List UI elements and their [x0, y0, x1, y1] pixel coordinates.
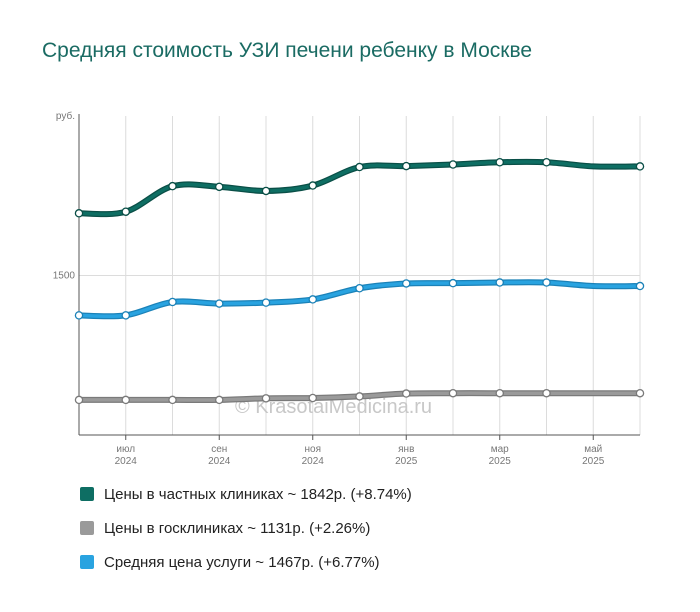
legend-swatch-average [80, 555, 94, 569]
data-point [542, 278, 551, 287]
data-point [448, 388, 458, 398]
legend-label-public: Цены в госклиниках ~ 1131р. (+2.26%) [104, 519, 371, 537]
axes: 1500руб.июл2024сен2024ноя2024янв2025мар2… [53, 110, 640, 467]
data-point [308, 295, 317, 304]
series-2 [74, 388, 645, 405]
data-point [495, 158, 504, 167]
x-tick-label: сен [211, 444, 227, 455]
x-tick-year: 2025 [489, 456, 512, 467]
data-point [261, 298, 271, 307]
legend: Цены в частных клиниках ~ 1842р. (+8.74%… [80, 484, 412, 586]
chart-title: Средняя стоимость УЗИ печени ребенку в М… [42, 39, 533, 62]
series-lines [74, 158, 645, 405]
legend-swatch-public [80, 521, 94, 535]
legend-label-average: Средняя цена услуги ~ 1467р. (+6.77%) [104, 553, 380, 571]
x-tick-year: 2025 [582, 456, 605, 467]
data-point [308, 393, 317, 403]
data-point [355, 392, 364, 401]
data-point [542, 158, 551, 167]
data-point [261, 186, 271, 196]
data-point [74, 311, 84, 320]
data-point [168, 297, 177, 307]
data-point [495, 278, 504, 287]
legend-item-public[interactable]: Цены в госклиниках ~ 1131р. (+2.26%) [80, 518, 412, 538]
data-point [121, 395, 131, 405]
data-point [168, 395, 177, 405]
x-tick-label: ноя [305, 444, 322, 455]
data-point [74, 395, 84, 405]
data-point [401, 279, 411, 288]
data-point [448, 160, 458, 169]
x-tick-label: мар [491, 444, 509, 455]
data-point [355, 284, 364, 293]
data-point [635, 281, 645, 291]
data-point [448, 278, 458, 288]
data-point [261, 394, 271, 403]
data-point [542, 388, 551, 398]
data-point [308, 181, 317, 190]
series-1 [74, 278, 645, 320]
data-point [214, 182, 224, 192]
data-point [635, 388, 645, 398]
legend-item-private[interactable]: Цены в частных клиниках ~ 1842р. (+8.74%… [80, 484, 412, 504]
data-point [121, 207, 131, 216]
data-point [214, 395, 224, 405]
x-tick-year: 2024 [115, 456, 138, 467]
watermark-text: © KrasotaiMedicina.ru [235, 396, 432, 418]
line-chart: 1500руб.июл2024сен2024ноя2024янв2025мар2… [53, 110, 645, 467]
data-point [168, 181, 177, 191]
series-0 [74, 158, 645, 218]
x-tick-label: май [584, 444, 602, 455]
legend-swatch-private [80, 487, 94, 501]
x-tick-label: янв [398, 444, 414, 455]
data-point [635, 162, 645, 171]
data-point [495, 388, 504, 398]
x-tick-year: 2024 [208, 456, 231, 467]
legend-label-private: Цены в частных клиниках ~ 1842р. (+8.74%… [104, 485, 412, 503]
data-point [401, 161, 411, 171]
data-point [214, 299, 224, 308]
legend-item-average[interactable]: Средняя цена услуги ~ 1467р. (+6.77%) [80, 552, 412, 572]
x-tick-year: 2025 [395, 456, 418, 467]
data-point [355, 162, 364, 172]
data-point [121, 311, 131, 320]
x-tick-label: июл [116, 444, 135, 455]
data-point [74, 209, 84, 218]
y-unit-label: руб. [56, 110, 75, 122]
data-point [401, 389, 411, 398]
y-tick-label: 1500 [53, 271, 76, 282]
x-tick-year: 2024 [302, 456, 325, 467]
